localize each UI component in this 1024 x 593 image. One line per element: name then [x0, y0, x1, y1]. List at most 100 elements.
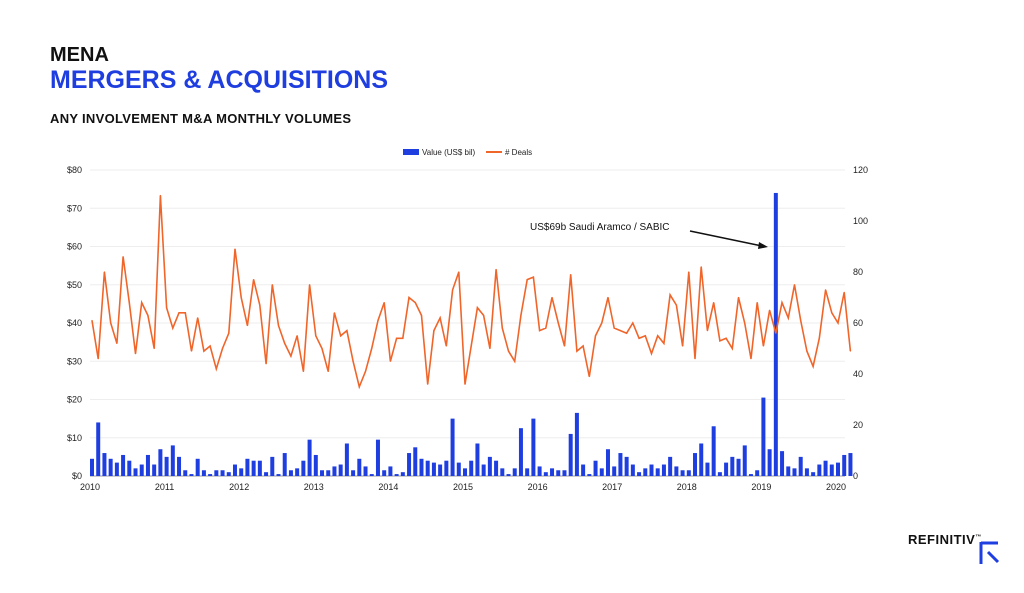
bar [400, 472, 405, 476]
deals-point [333, 312, 336, 314]
deals-point [439, 317, 441, 319]
deals-point [619, 330, 622, 332]
bar [748, 474, 753, 476]
deals-point [234, 248, 236, 250]
bar [164, 456, 169, 476]
bar [90, 458, 94, 476]
deals-point [433, 330, 435, 332]
deals-point [358, 386, 360, 388]
bar [537, 466, 542, 476]
legend-label-deals: # Deals [505, 148, 532, 157]
bar [344, 443, 349, 476]
deals-point [389, 360, 391, 362]
bar [214, 470, 219, 476]
deals-point [445, 345, 447, 347]
deals-point [582, 345, 584, 347]
deals-point [638, 337, 640, 339]
deals-point [97, 358, 99, 360]
deals-point [719, 340, 721, 342]
deals-point [302, 370, 304, 373]
bar [245, 458, 250, 476]
deals-point [377, 319, 379, 322]
bar [407, 453, 412, 476]
deals-point [501, 327, 503, 329]
deals-point [110, 322, 112, 324]
region-label: MENA [50, 44, 109, 66]
deals-point [837, 322, 839, 324]
y-left-tick-label: $10 [67, 433, 82, 443]
deals-point [570, 273, 572, 276]
legend-label-value: Value (US$ bil) [422, 148, 476, 157]
deals-point [800, 319, 802, 322]
bar [456, 462, 461, 476]
bar [394, 474, 399, 476]
bar [649, 464, 654, 476]
bar [152, 464, 157, 476]
deals-point [427, 383, 429, 385]
deals-point [700, 266, 702, 268]
y-left-tick-label: $60 [67, 242, 82, 252]
deals-point [470, 345, 472, 347]
deals-point [346, 330, 348, 332]
bar [357, 458, 362, 476]
bar [232, 464, 237, 476]
y-right-tick-label: 100 [853, 216, 868, 226]
bar [96, 422, 101, 476]
bar [177, 456, 182, 476]
deals-point [681, 345, 684, 347]
deals-point [315, 335, 317, 337]
bar [581, 464, 586, 476]
bar [693, 453, 698, 476]
bar [102, 453, 107, 476]
deals-point [495, 268, 497, 271]
bar [425, 460, 430, 476]
x-tick-label: 2020 [826, 482, 846, 492]
deals-point [626, 332, 628, 334]
bar [326, 470, 331, 476]
bar [208, 474, 213, 476]
y-right-tick-label: 20 [853, 420, 863, 430]
deals-point [141, 302, 143, 304]
bar [823, 460, 828, 476]
y-right-tick-label: 40 [853, 369, 863, 379]
deals-point [327, 370, 329, 373]
deals-point [476, 307, 479, 309]
bar [773, 192, 778, 476]
x-tick-label: 2014 [378, 482, 398, 492]
deals-point [414, 302, 416, 304]
logo-text: REFINITIV [908, 532, 976, 547]
bar [487, 456, 492, 476]
deals-point [246, 324, 249, 327]
deals-point [594, 335, 597, 337]
deals-point [737, 296, 740, 299]
deals-point [116, 342, 118, 344]
bar [525, 468, 530, 476]
bar [556, 470, 561, 476]
bar [717, 472, 722, 476]
bar [780, 451, 785, 476]
deals-point [458, 271, 460, 273]
deals-point [396, 337, 398, 339]
annotation-text: US$69b Saudi Aramco / SABIC [530, 222, 670, 233]
bar [307, 439, 312, 476]
deals-point [551, 296, 553, 299]
bar [351, 470, 356, 476]
deals-point [122, 256, 124, 258]
bar [674, 466, 679, 476]
bar [189, 474, 194, 476]
bar [463, 468, 467, 476]
bar [108, 458, 113, 476]
deals-point [514, 360, 516, 362]
bar [506, 474, 511, 476]
deals-point [775, 332, 777, 334]
bar [475, 443, 480, 476]
bar [587, 474, 592, 476]
bar [264, 472, 269, 476]
deals-point [134, 353, 137, 355]
bar [568, 433, 573, 476]
bar [481, 464, 486, 476]
deals-point [694, 358, 696, 360]
bar [419, 458, 424, 476]
bar [251, 460, 256, 476]
bar [543, 472, 548, 476]
